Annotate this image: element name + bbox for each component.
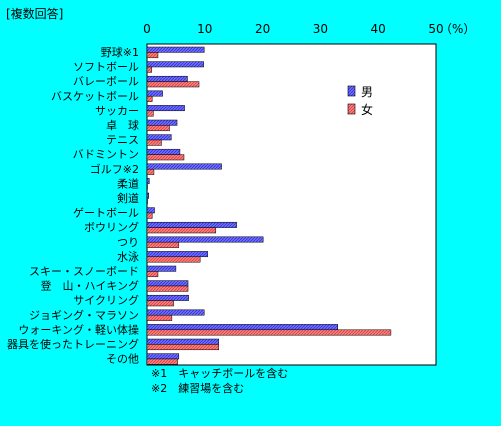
category-label: ジョギング・マラソン bbox=[29, 308, 139, 322]
chart-title: [複数回答] bbox=[6, 6, 63, 21]
category-label: バレーボール bbox=[73, 75, 139, 88]
category-label: 登 山・ハイキング bbox=[41, 279, 139, 293]
unit-label: （%） bbox=[440, 22, 475, 36]
category-label: バドミントン bbox=[73, 148, 139, 161]
bar-male bbox=[146, 280, 189, 287]
x-axis-ticks: 0 10 20 30 40 50 bbox=[143, 22, 443, 36]
bar-female bbox=[146, 329, 392, 336]
legend-label-male: 男 bbox=[361, 85, 373, 99]
category-label: つり bbox=[117, 236, 139, 249]
bar-female bbox=[146, 358, 178, 365]
bar-male bbox=[146, 294, 189, 301]
bar-male bbox=[146, 163, 222, 170]
plot-area bbox=[146, 43, 437, 366]
legend: 男 女 bbox=[347, 85, 373, 117]
bar-male bbox=[146, 105, 185, 112]
bar-female bbox=[146, 212, 153, 219]
bars bbox=[146, 46, 392, 365]
bar-male bbox=[146, 338, 219, 345]
bar-male bbox=[146, 236, 264, 243]
category-label: スキー・スノーボード bbox=[29, 265, 139, 278]
bar-female bbox=[146, 300, 174, 307]
bar-female bbox=[146, 66, 152, 73]
bar-male bbox=[146, 75, 188, 82]
category-label: 柔道 bbox=[117, 176, 139, 190]
bar-female bbox=[146, 241, 180, 248]
category-label: 剣道 bbox=[117, 191, 139, 205]
bar-female bbox=[146, 81, 200, 88]
category-label: サイクリング bbox=[73, 293, 139, 307]
bar-male bbox=[146, 119, 178, 126]
category-label: ソフトボール bbox=[73, 61, 139, 74]
category-label: ゲートボール bbox=[73, 207, 139, 220]
legend-swatch-male bbox=[347, 85, 356, 97]
bar-female bbox=[146, 285, 189, 292]
bar-male bbox=[146, 90, 163, 97]
category-label: 卓 球 bbox=[106, 118, 139, 132]
bar-female bbox=[146, 154, 185, 161]
x-tick-label: 10 bbox=[197, 22, 212, 36]
category-label: ゴルフ※2 bbox=[90, 162, 139, 176]
x-tick-label: 50 bbox=[428, 22, 443, 36]
bar-female bbox=[146, 95, 153, 102]
bar-male bbox=[146, 134, 172, 141]
bar-male bbox=[146, 192, 149, 199]
bar-female bbox=[146, 168, 155, 175]
bar-male bbox=[146, 324, 338, 331]
x-tick-label: 20 bbox=[255, 22, 270, 36]
bar-female bbox=[146, 314, 173, 321]
bar-male bbox=[146, 265, 177, 272]
category-label: ウォーキング・軽い体操 bbox=[18, 322, 139, 336]
bar-female bbox=[146, 110, 154, 117]
bar-female bbox=[146, 198, 148, 205]
legend-swatch-female bbox=[347, 103, 356, 115]
footnote-2: ※2 練習場を含む bbox=[151, 381, 244, 395]
category-label: テニス bbox=[106, 134, 139, 147]
bar-male bbox=[146, 178, 150, 185]
bar-male bbox=[146, 353, 180, 360]
category-label: ボウリング bbox=[84, 220, 139, 234]
bar-female bbox=[146, 344, 219, 351]
bar-male bbox=[146, 46, 205, 53]
x-tick-label: 0 bbox=[143, 22, 151, 36]
bar-male bbox=[146, 148, 181, 155]
category-label: 水泳 bbox=[117, 249, 139, 263]
x-tick-label: 40 bbox=[371, 22, 386, 36]
category-label: 器具を使ったトレーニング bbox=[7, 337, 139, 351]
bar-female bbox=[146, 125, 170, 132]
bar-female bbox=[146, 183, 148, 190]
bar-male bbox=[146, 251, 208, 258]
category-label: その他 bbox=[106, 353, 139, 366]
category-label: バスケットボール bbox=[51, 90, 139, 103]
footnote-1: ※1 キャッチボールを含む bbox=[151, 366, 288, 380]
bar-female bbox=[146, 271, 159, 278]
bar-female bbox=[146, 52, 159, 59]
x-tick-label: 30 bbox=[313, 22, 328, 36]
category-label: 野球※1 bbox=[101, 45, 139, 59]
bar-male bbox=[146, 221, 237, 228]
bar-female bbox=[146, 256, 201, 263]
bar-male bbox=[146, 207, 155, 214]
legend-label-female: 女 bbox=[361, 102, 373, 117]
bar-female bbox=[146, 139, 162, 146]
bar-female bbox=[146, 227, 217, 234]
bar-male bbox=[146, 309, 205, 316]
category-label: サッカー bbox=[95, 104, 139, 117]
bar-male bbox=[146, 61, 204, 68]
